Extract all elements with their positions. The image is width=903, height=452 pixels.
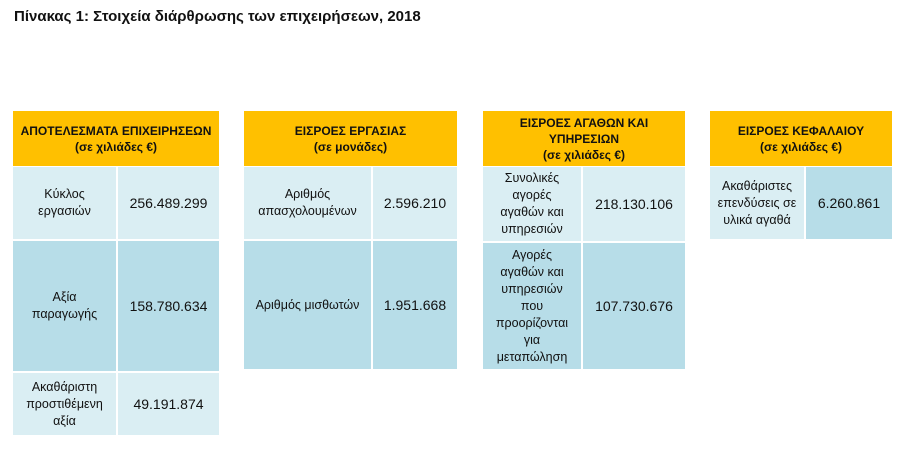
row-value: 218.130.106	[582, 166, 686, 242]
row-value: 6.260.861	[805, 166, 893, 240]
row-label: Αριθμός απασχολουμένων	[243, 166, 372, 240]
header-title: ΕΙΣΡΟΕΣ ΑΓΑΘΩΝ ΚΑΙ ΥΠΗΡΕΣΙΩΝ	[519, 115, 649, 146]
table-header: ΕΙΣΡΟΕΣ ΚΕΦΑΛΑΙΟΥ (σε χιλιάδες €)	[709, 110, 893, 167]
table-header: ΕΙΣΡΟΕΣ ΕΡΓΑΣΙΑΣ (σε μονάδες)	[243, 110, 458, 167]
row-label: Ακαθάριστες επενδύσεις σε υλικά αγαθά	[709, 166, 805, 240]
header-unit: (σε χιλιάδες €)	[759, 139, 843, 154]
row-label: Συνολικές αγορές αγαθών και υπηρεσιών	[482, 166, 582, 242]
table-header: ΑΠΟΤΕΛΕΣΜΑΤΑ ΕΠΙΧΕΙΡΗΣΕΩΝ (σε χιλιάδες €)	[12, 110, 220, 167]
header-title: ΕΙΣΡΟΕΣ ΚΕΦΑΛΑΙΟΥ	[737, 123, 865, 138]
row-value: 2.596.210	[372, 166, 458, 240]
row-value: 107.730.676	[582, 242, 686, 370]
header-title: ΕΙΣΡΟΕΣ ΕΡΓΑΣΙΑΣ	[294, 123, 407, 138]
page-title: Πίνακας 1: Στοιχεία διάρθρωσης των επιχε…	[14, 8, 421, 25]
row-value: 158.780.634	[117, 240, 220, 372]
row-label: Αξία παραγωγής	[12, 240, 117, 372]
row-label: Αγορές αγαθών και υπηρεσιών που προορίζο…	[482, 242, 582, 370]
header-unit: (σε χιλιάδες €)	[542, 147, 626, 162]
row-value: 1.951.668	[372, 240, 458, 370]
row-value: 256.489.299	[117, 166, 220, 240]
row-value: 49.191.874	[117, 372, 220, 436]
header-title: ΑΠΟΤΕΛΕΣΜΑΤΑ ΕΠΙΧΕΙΡΗΣΕΩΝ	[20, 123, 212, 138]
row-label: Αριθμός μισθωτών	[243, 240, 372, 370]
table-header: ΕΙΣΡΟΕΣ ΑΓΑΘΩΝ ΚΑΙ ΥΠΗΡΕΣΙΩΝ (σε χιλιάδες…	[482, 110, 686, 167]
header-unit: (σε μονάδες)	[313, 139, 388, 154]
row-label: Κύκλος εργασιών	[12, 166, 117, 240]
header-unit: (σε χιλιάδες €)	[74, 139, 158, 154]
row-label: Ακαθάριστη προστιθέμενη αξία	[12, 372, 117, 436]
